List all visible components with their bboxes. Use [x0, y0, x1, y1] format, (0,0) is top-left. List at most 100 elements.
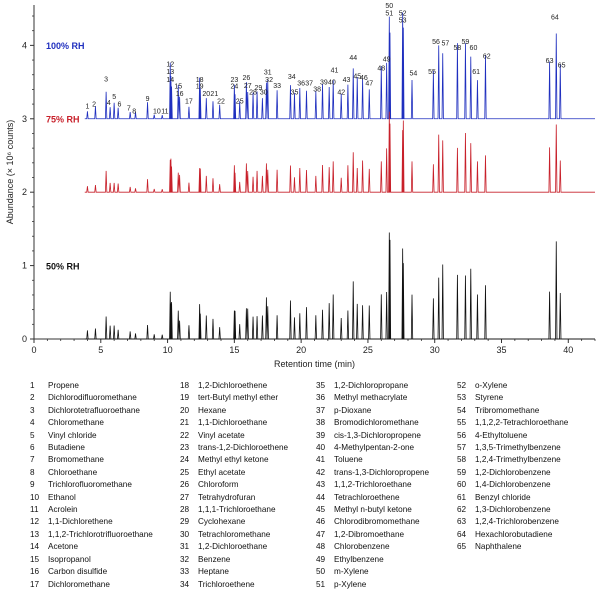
legend-entry-number: 18 — [180, 381, 190, 390]
legend-entry: 35 1,2-Dichloropropane — [316, 380, 429, 392]
legend-entry: 37 p-Dioxane — [316, 405, 429, 417]
legend-entry: 53 Styrene — [457, 392, 568, 404]
legend-entry: 6 Butadiene — [30, 442, 153, 454]
legend-entry-compound: Chlorodibromomethane — [334, 517, 420, 527]
peak-label-59: 59 — [462, 39, 470, 46]
legend-entry-number: 17 — [30, 579, 40, 589]
legend-entry-number: 21 — [180, 418, 190, 428]
peak-label-9: 9 — [146, 96, 150, 103]
legend-entry: 12 1,1-Dichlorethene — [30, 516, 153, 528]
legend-entry-number: 46 — [316, 517, 326, 527]
legend-entry-compound: 1,2-Dichloropropane — [334, 381, 409, 390]
legend-entry-compound: Dichloromethane — [48, 579, 110, 589]
legend-entry-number: 52 — [457, 381, 467, 390]
legend-entry: 42 trans-1,3-Dichloropropene — [316, 467, 429, 479]
legend-entry-compound: Methyl ethyl ketone — [198, 455, 269, 465]
legend-entry-number: 9 — [30, 480, 35, 490]
legend-entry: 48 Chlorobenzene — [316, 541, 429, 553]
legend-entry-number: 6 — [30, 443, 35, 453]
legend-entry-number: 2 — [30, 393, 35, 403]
legend-entry-compound: Methyl methacrylate — [334, 393, 408, 403]
legend-entry-compound: Tetrachloromethane — [198, 529, 271, 539]
x-axis-label: Retention time (min) — [274, 359, 355, 369]
legend-entry-compound: o-Xylene — [475, 381, 508, 390]
legend-entry: 47 1,2-Dibromoethane — [316, 529, 429, 541]
legend-entry-compound: 1,3-Dichlorobenzene — [475, 505, 551, 515]
peak-label-15: 15 — [174, 84, 182, 91]
peak-label-49: 49 — [383, 57, 391, 64]
legend-entry-compound: Benzyl chloride — [475, 492, 531, 502]
peak-label-21: 21 — [210, 91, 218, 98]
legend-entry-number: 38 — [316, 418, 326, 428]
legend-entry: 27 Tetrahydrofuran — [180, 492, 288, 504]
peak-label-44: 44 — [349, 55, 357, 62]
legend-entry-number: 56 — [457, 430, 467, 440]
legend-entry: 52 o-Xylene — [457, 380, 568, 392]
legend-entry-number: 25 — [180, 467, 190, 477]
series-label-0: 100% RH — [46, 41, 85, 51]
peak-label-30: 30 — [260, 90, 268, 97]
trace-75-rh — [84, 111, 595, 193]
peak-label-61: 61 — [472, 69, 480, 76]
legend-entry-number: 44 — [316, 492, 326, 502]
legend-entry-compound: cis-1,3-Dichloropropene — [334, 430, 421, 440]
legend-entry-compound: Styrene — [475, 393, 504, 403]
legend-entry: 51 p-Xylene — [316, 579, 429, 591]
legend-entry: 46 Chlorodibromomethane — [316, 516, 429, 528]
peak-label-48: 48 — [377, 65, 385, 72]
legend-column-2: 18 1,2-Dichloroethene 19 tert-Butyl methyl … — [180, 380, 288, 591]
legend-entry-number: 5 — [30, 430, 35, 440]
legend-entry: 50 m-Xylene — [316, 566, 429, 578]
legend-entry-compound: trans-1,3-Dichloropropene — [334, 467, 430, 477]
legend-entry-compound: 1,2,4-Trichlorobenzene — [475, 517, 559, 527]
y-axis-label: Abundance (× 10⁶ counts) — [5, 120, 15, 225]
legend-entry-compound: 1,1,2,2-Tetrachloroethane — [475, 418, 569, 428]
legend-entry: 33 Heptane — [180, 566, 288, 578]
legend-entry-number: 32 — [180, 554, 190, 564]
series-label-1: 75% RH — [46, 114, 80, 124]
legend-entry-compound: 1,2-Dichloroethane — [198, 542, 268, 552]
legend-entry: 40 4-Methylpentan-2-one — [316, 442, 429, 454]
peak-label-43: 43 — [343, 77, 351, 84]
legend-entry-compound: Tetrachloroethene — [334, 492, 400, 502]
peak-label-50: 50 — [385, 3, 393, 10]
legend-entry: 16 Carbon disulfide — [30, 566, 153, 578]
legend-entry-number: 54 — [457, 405, 467, 415]
legend-entry-compound: trans-1,2-Dichloroethene — [198, 443, 289, 453]
legend-entry-compound: Butadiene — [48, 443, 85, 453]
legend-entry-compound: Vinyl acetate — [198, 430, 245, 440]
legend-entry: 62 1,3-Dichlorobenzene — [457, 504, 568, 516]
peak-label-7: 7 — [127, 106, 131, 113]
legend-entry-number: 45 — [316, 505, 326, 515]
peak-label-36: 36 — [297, 81, 305, 88]
legend-entry-number: 3 — [30, 405, 35, 415]
peak-label-63: 63 — [546, 58, 554, 65]
legend-entry: 39 cis-1,3-Dichloropropene — [316, 430, 429, 442]
legend-entry-compound: Dichlorotetrafluoroethane — [48, 405, 140, 415]
legend-entry-number: 31 — [180, 542, 190, 552]
legend-entry: 54 Tribromomethane — [457, 405, 568, 417]
peak-label-2: 2 — [92, 101, 96, 108]
x-tick-label-0: 0 — [31, 345, 36, 355]
legend-entry-number: 8 — [30, 467, 35, 477]
peak-label-45: 45 — [353, 73, 361, 80]
legend-entry-number: 7 — [30, 455, 35, 465]
legend-entry-compound: 1,3,5-Trimethylbenzene — [475, 443, 561, 453]
legend-entry-number: 14 — [30, 542, 40, 552]
legend-entry-compound: 1,1,1-Trichloroethane — [198, 505, 276, 515]
legend-entry-number: 47 — [316, 529, 326, 539]
legend-entry-compound: Chloroethane — [48, 467, 98, 477]
legend-entry: 22 Vinyl acetate — [180, 430, 288, 442]
peak-label-23: 23 — [230, 77, 238, 84]
legend-entry-compound: Methyl n-butyl ketone — [334, 505, 412, 515]
peak-label-8: 8 — [132, 109, 136, 116]
peak-label-6: 6 — [118, 101, 122, 108]
legend-entry: 59 1,2-Dichlorobenzene — [457, 467, 568, 479]
peak-label-32: 32 — [265, 77, 273, 84]
legend-entry: 45 Methyl n-butyl ketone — [316, 504, 429, 516]
peak-label-34: 34 — [288, 74, 296, 81]
legend-entry-compound: Bromomethane — [48, 455, 104, 465]
legend-entry-number: 61 — [457, 492, 467, 502]
legend-entry: 8 Chloroethane — [30, 467, 153, 479]
